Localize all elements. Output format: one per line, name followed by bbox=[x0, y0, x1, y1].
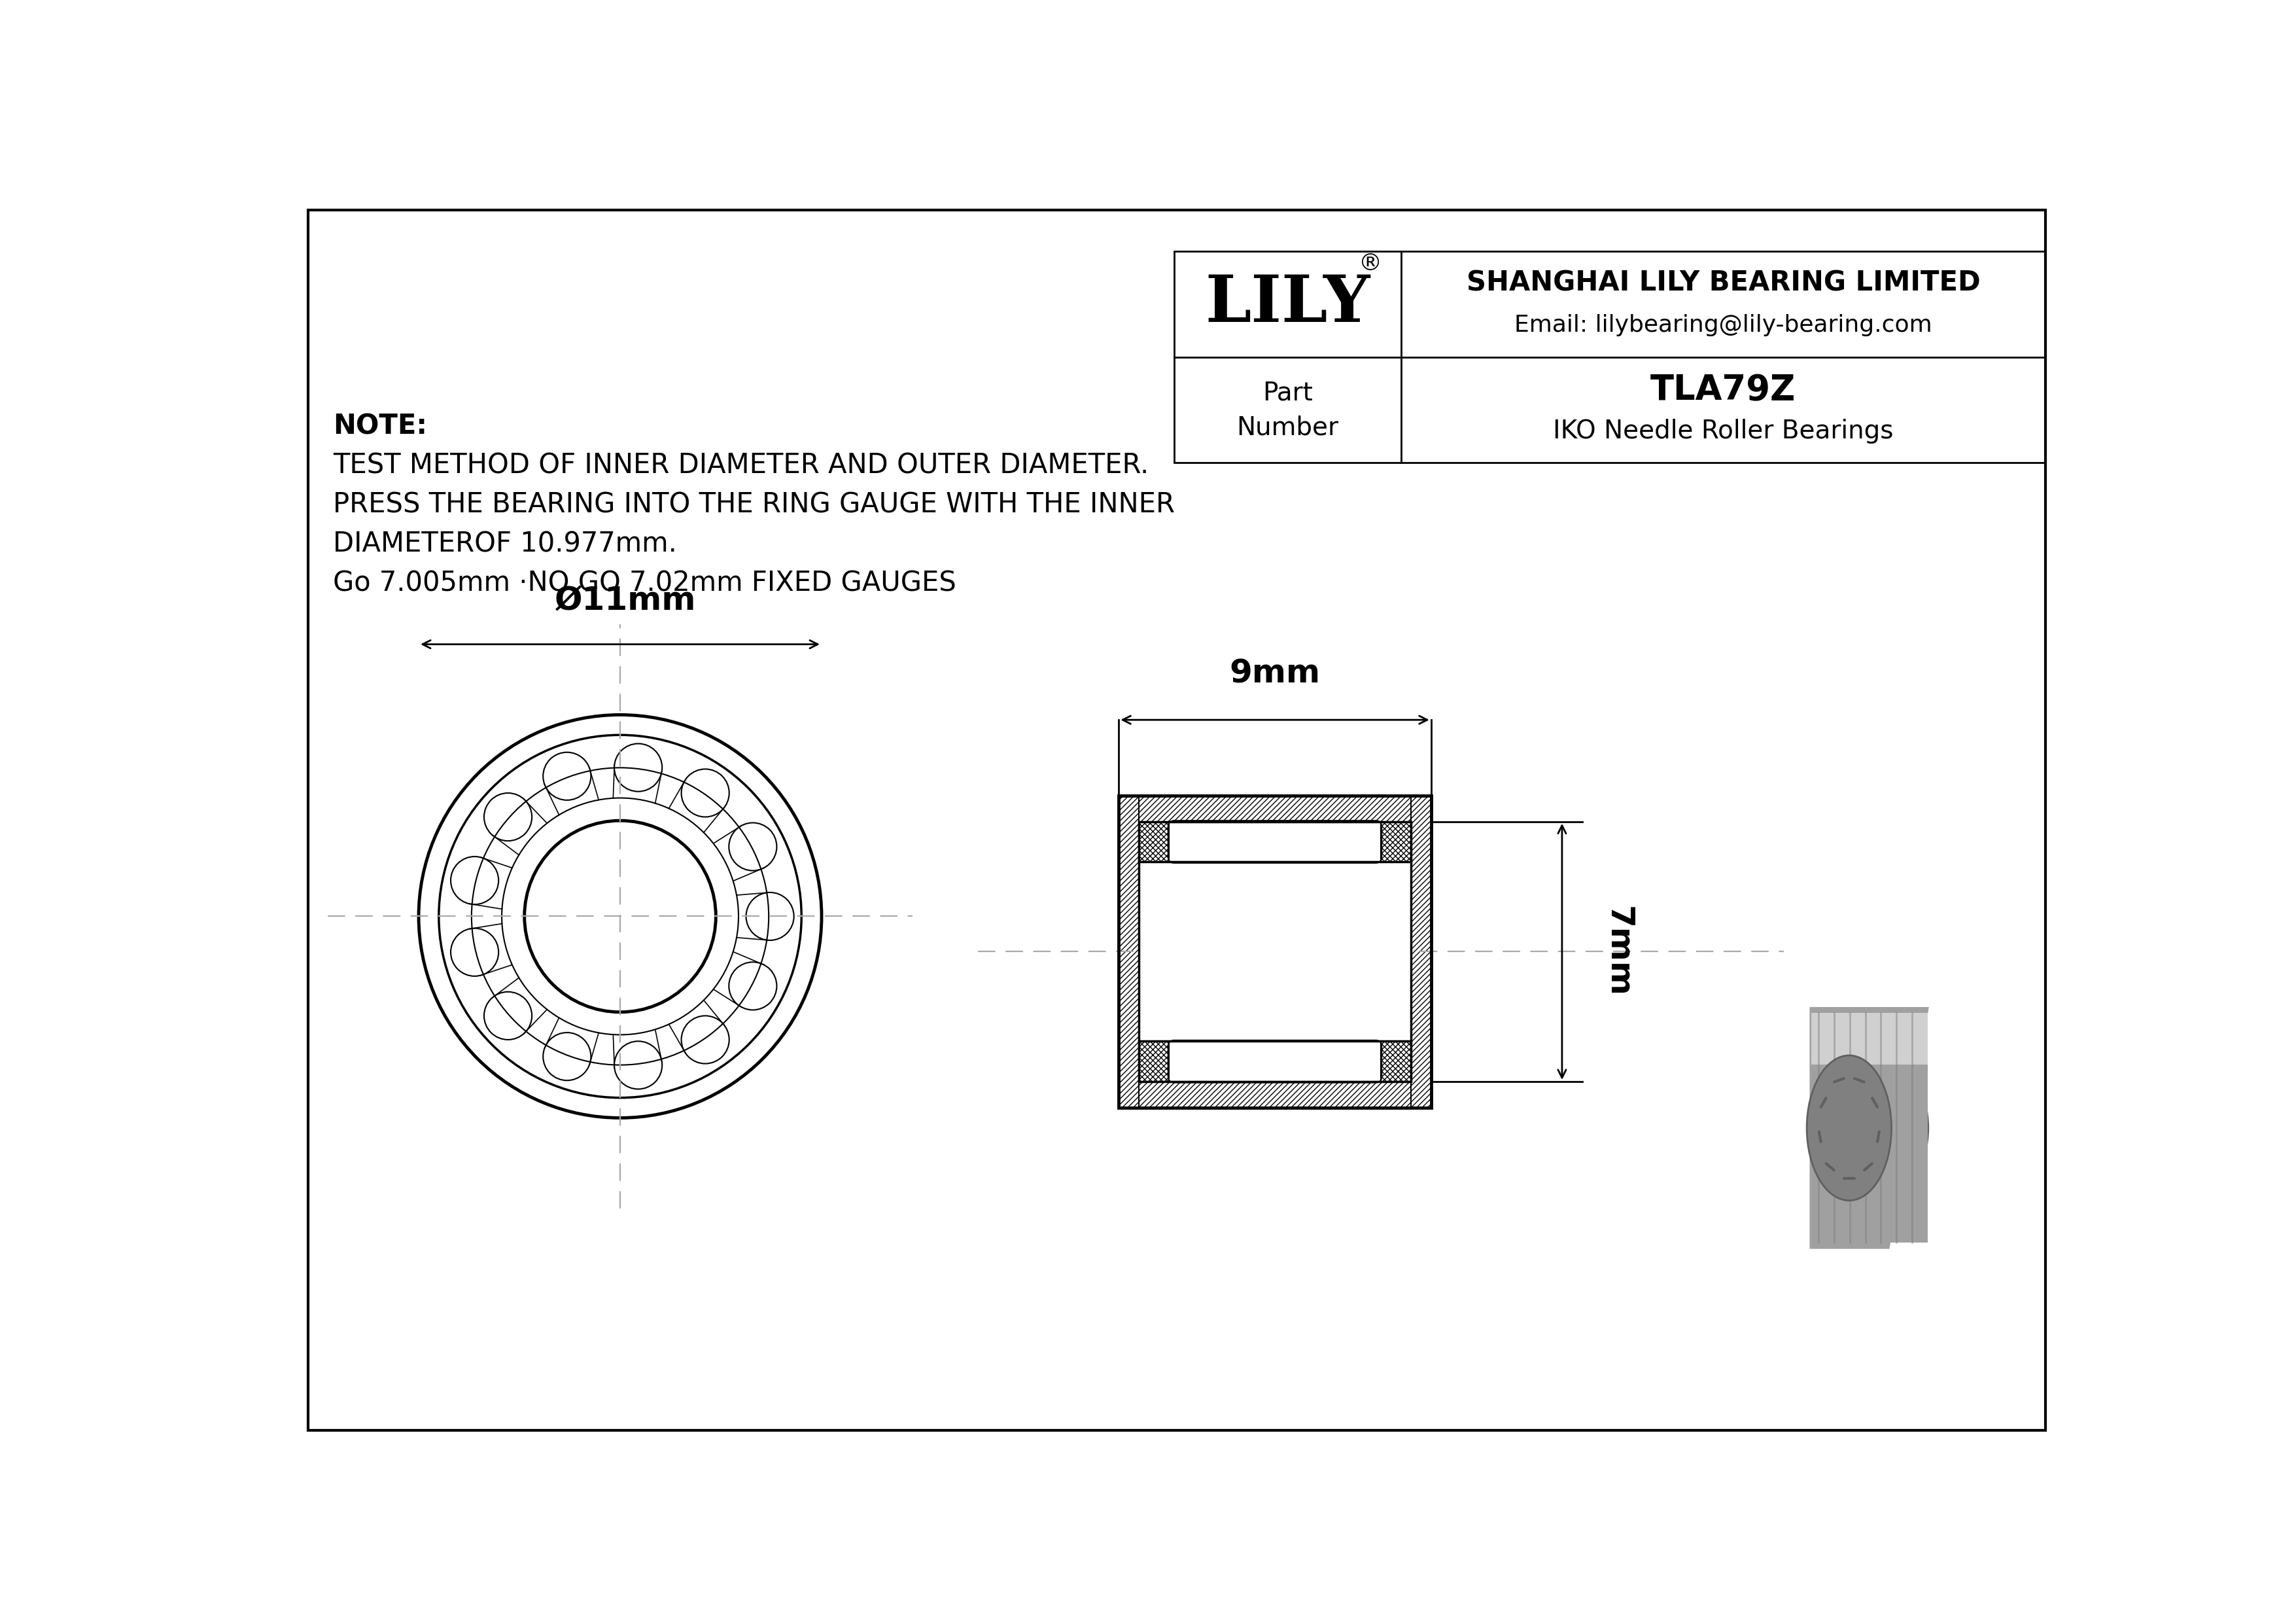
Polygon shape bbox=[1380, 822, 1412, 862]
Text: PRESS THE BEARING INTO THE RING GAUGE WITH THE INNER: PRESS THE BEARING INTO THE RING GAUGE WI… bbox=[333, 490, 1176, 518]
Ellipse shape bbox=[1851, 1064, 1929, 1192]
Text: SHANGHAI LILY BEARING LIMITED: SHANGHAI LILY BEARING LIMITED bbox=[1467, 270, 1979, 297]
Polygon shape bbox=[1139, 1041, 1169, 1082]
Polygon shape bbox=[1139, 862, 1412, 1041]
Polygon shape bbox=[1118, 1082, 1430, 1108]
Polygon shape bbox=[1118, 796, 1139, 1108]
Text: 9mm: 9mm bbox=[1228, 658, 1320, 690]
Polygon shape bbox=[1118, 796, 1430, 822]
Polygon shape bbox=[1139, 822, 1169, 862]
Polygon shape bbox=[1412, 796, 1430, 1108]
Text: IKO Needle Roller Bearings: IKO Needle Roller Bearings bbox=[1552, 419, 1894, 443]
Polygon shape bbox=[1809, 1007, 1929, 1249]
Ellipse shape bbox=[1809, 1064, 1887, 1192]
Text: Email: lilybearing@lily-bearing.com: Email: lilybearing@lily-bearing.com bbox=[1515, 315, 1933, 336]
Text: 7mm: 7mm bbox=[1603, 906, 1635, 997]
Ellipse shape bbox=[1807, 1056, 1892, 1200]
Text: LILY: LILY bbox=[1205, 273, 1371, 336]
Text: NOTE:: NOTE: bbox=[333, 412, 427, 440]
Text: ®: ® bbox=[1359, 253, 1382, 274]
Text: TLA79Z: TLA79Z bbox=[1651, 374, 1795, 408]
Text: Ø11mm: Ø11mm bbox=[553, 585, 696, 617]
Polygon shape bbox=[1812, 1013, 1926, 1242]
Text: TEST METHOD OF INNER DIAMETER AND OUTER DIAMETER.: TEST METHOD OF INNER DIAMETER AND OUTER … bbox=[333, 451, 1148, 479]
Polygon shape bbox=[1380, 1041, 1412, 1082]
Text: Part
Number: Part Number bbox=[1238, 380, 1339, 440]
Text: DIAMETEROF 10.977mm.: DIAMETEROF 10.977mm. bbox=[333, 531, 677, 559]
Text: Go 7.005mm ·NO GO 7.02mm FIXED GAUGES: Go 7.005mm ·NO GO 7.02mm FIXED GAUGES bbox=[333, 570, 957, 598]
Polygon shape bbox=[1169, 822, 1380, 862]
Polygon shape bbox=[1139, 822, 1412, 1082]
Polygon shape bbox=[1169, 1041, 1380, 1082]
Polygon shape bbox=[1812, 1013, 1926, 1064]
